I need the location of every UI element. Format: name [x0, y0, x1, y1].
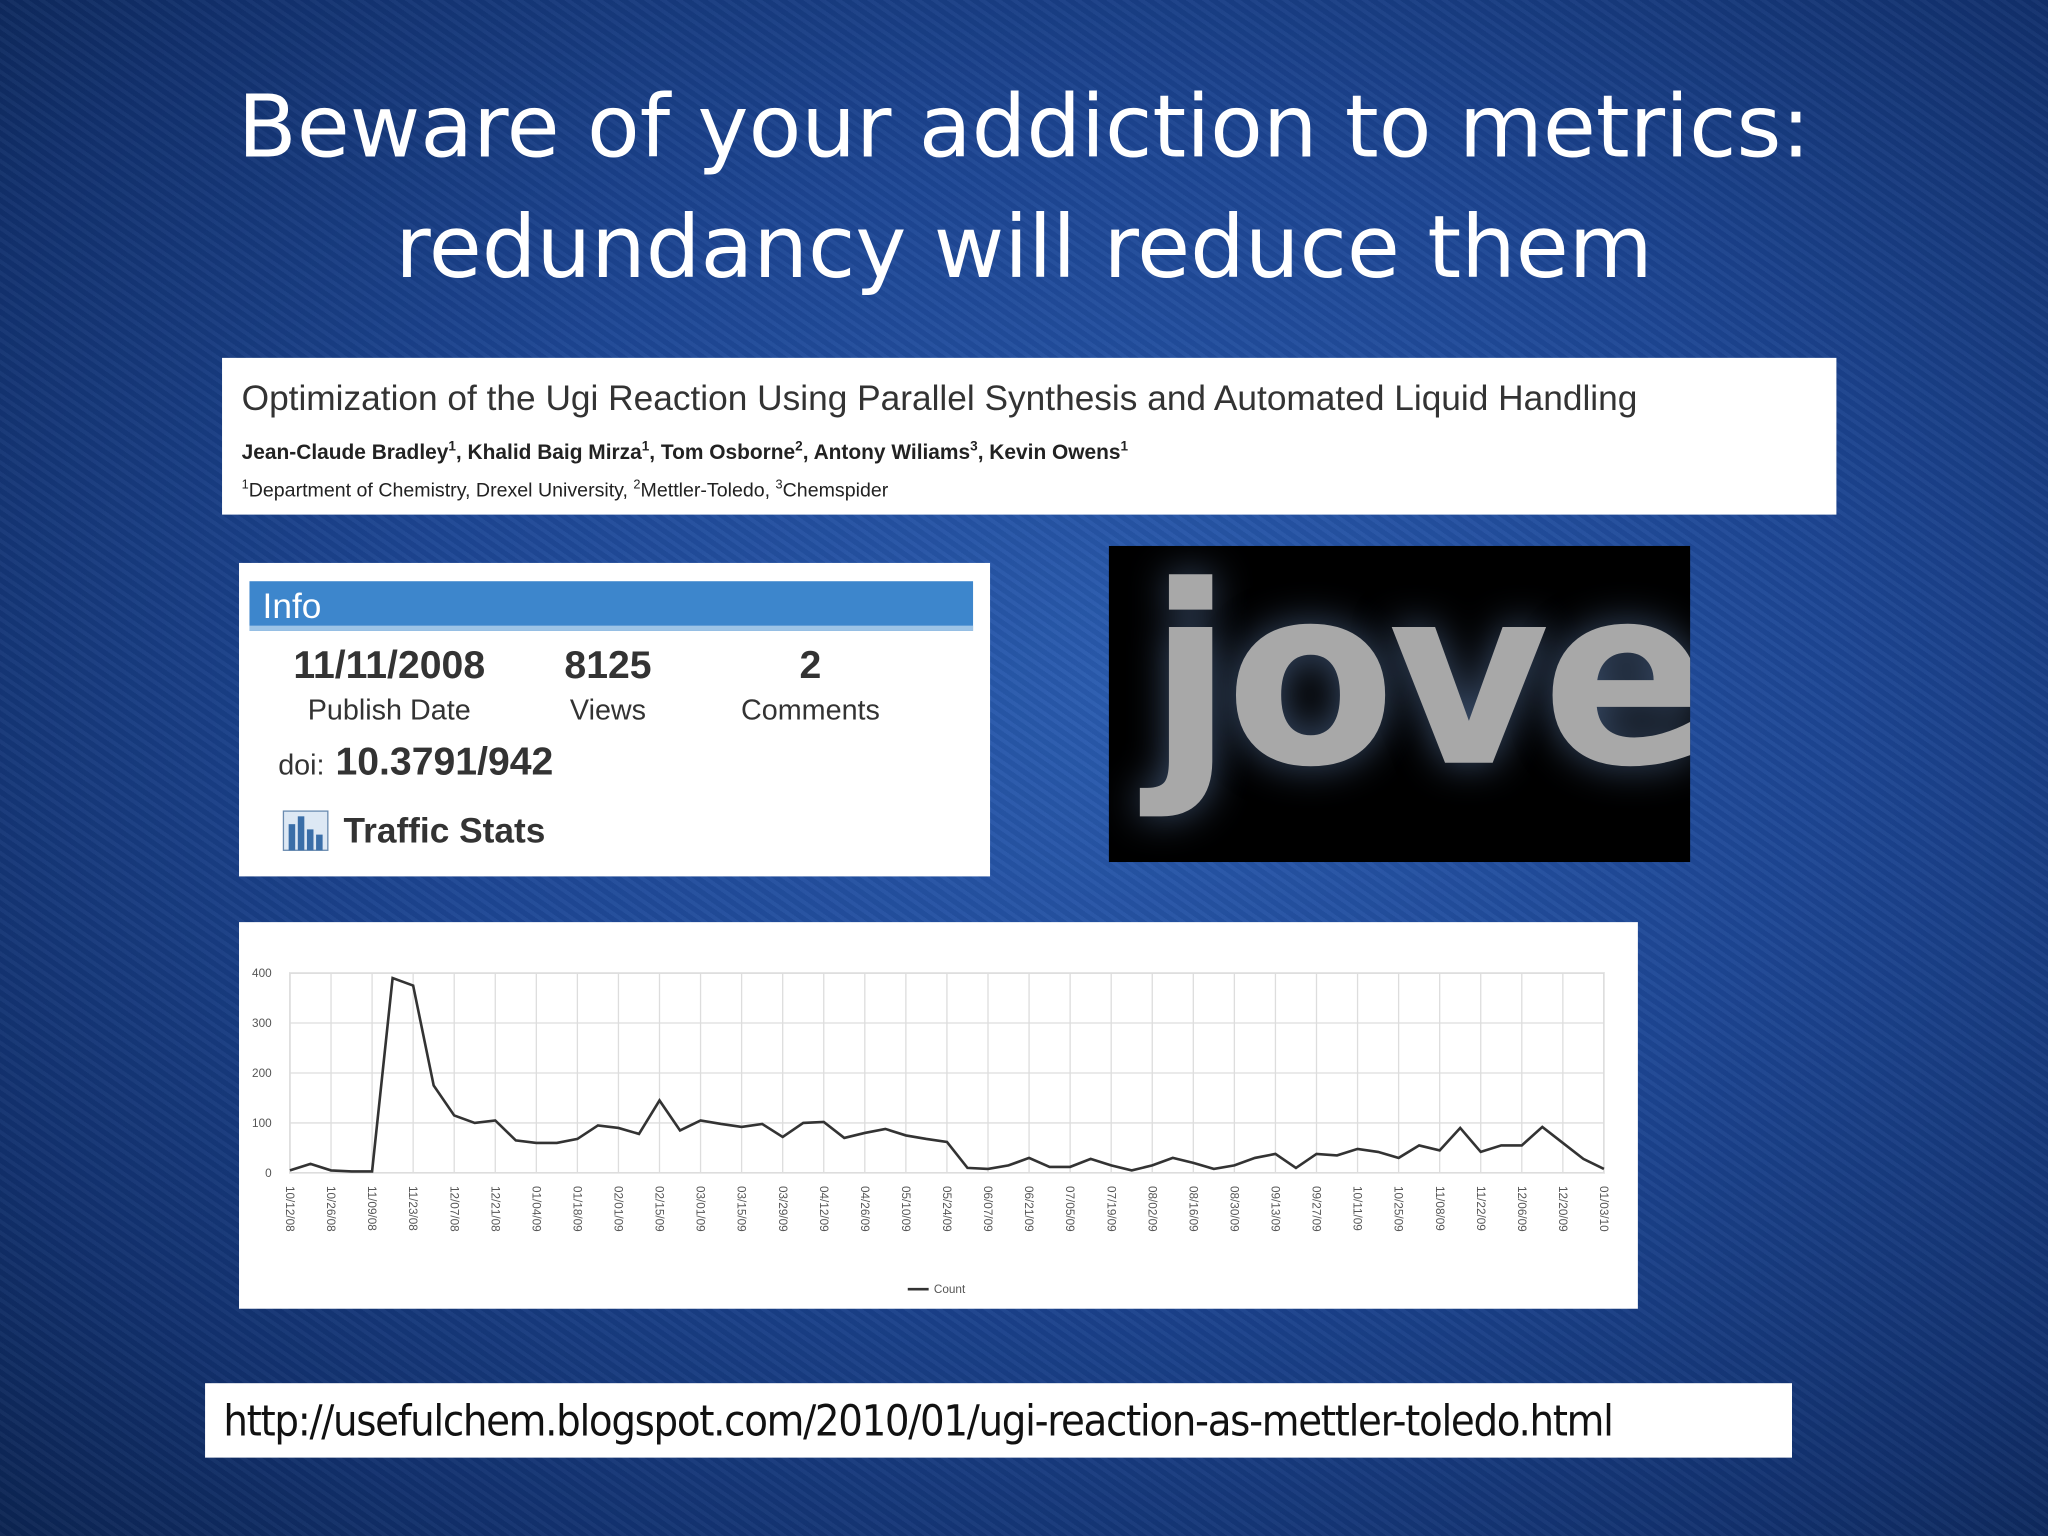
x-tick-label: 07/05/09 [1063, 1186, 1076, 1232]
author-affiliation-mark: 2 [795, 440, 803, 455]
x-tick-label: 12/21/08 [488, 1186, 501, 1232]
url: http://usefulchem.blogspot.com/2010/01/u… [205, 1383, 1792, 1458]
author-affiliation-mark: 3 [970, 440, 978, 455]
x-tick-label: 05/24/09 [940, 1186, 953, 1232]
comments: 2 [799, 643, 822, 688]
y-tick-label: 300 [252, 1017, 272, 1030]
affiliation: Chemspider [782, 479, 889, 502]
logo-text: jove [1148, 545, 1691, 822]
author-name: , Kevin Owens [977, 441, 1121, 465]
y-tick-label: 400 [252, 967, 272, 980]
info-header: Info [249, 581, 974, 631]
x-tick-label: 12/20/09 [1556, 1186, 1569, 1232]
x-tick-label: 03/01/09 [694, 1186, 707, 1232]
views: 8125 [564, 643, 652, 688]
title-line: redundancy will reduce them [395, 197, 1653, 298]
paper-header: Optimization of the Ugi Reaction Using P… [222, 357, 1837, 515]
x-tick-label: 11/22/09 [1474, 1186, 1487, 1231]
author-name: Jean-Claude Bradley [241, 441, 449, 465]
x-tick-label: 10/11/09 [1351, 1186, 1364, 1231]
doi: doi: 10.3791/942 [278, 741, 553, 785]
traffic-icon [282, 810, 329, 851]
x-tick-label: 06/07/09 [981, 1186, 994, 1232]
title-line: Beware of your addiction to metrics: [237, 77, 1811, 178]
slide-title: Beware of your addiction to metrics: red… [0, 68, 2048, 308]
x-tick-label: 03/29/09 [776, 1186, 789, 1232]
x-tick-label: 11/23/08 [406, 1186, 419, 1231]
author-affiliation-mark: 1 [1120, 440, 1129, 455]
affiliation-mark: 2 [633, 478, 641, 493]
x-tick-label: 01/04/09 [529, 1186, 542, 1232]
x-tick-label: 11/09/08 [365, 1186, 378, 1231]
paper-title: Optimization of the Ugi Reaction Using P… [241, 378, 1638, 418]
views-label: Views [569, 693, 647, 727]
logo: jove [1108, 545, 1691, 863]
affiliation: Mettler-Toledo, [640, 479, 776, 502]
x-tick-label: 11/08/09 [1433, 1186, 1446, 1231]
x-tick-label: 08/02/09 [1145, 1186, 1158, 1232]
info-panel: Info 11/11/2008 Publish Date 8125 Views … [239, 562, 991, 877]
x-tick-label: 09/27/09 [1310, 1186, 1323, 1232]
x-tick-label: 08/16/09 [1186, 1186, 1199, 1232]
x-tick-label: 01/18/09 [570, 1186, 583, 1232]
x-tick-label: 02/15/09 [653, 1186, 666, 1232]
legend-label: Count [934, 1283, 966, 1296]
author-affiliation-mark: 1 [641, 440, 650, 455]
authors: Jean-Claude Bradley1, Khalid Baig Mirza1… [242, 440, 1128, 465]
comments-label: Comments [740, 693, 880, 727]
x-tick-label: 10/26/08 [324, 1186, 337, 1232]
publish-date-label: Publish Date [307, 693, 471, 727]
doi-value: 10.3791/942 [335, 740, 554, 784]
affiliations: 1Department of Chemistry, Drexel Univers… [242, 478, 889, 502]
affiliation-mark: 3 [775, 478, 783, 493]
x-tick-label: 06/21/09 [1022, 1186, 1035, 1232]
x-tick-label: 07/19/09 [1104, 1186, 1117, 1232]
x-tick-label: 12/07/08 [447, 1186, 460, 1232]
x-tick-label: 09/13/09 [1269, 1186, 1282, 1232]
x-tick-label: 02/01/09 [612, 1186, 625, 1232]
x-tick-label: 01/03/10 [1597, 1186, 1610, 1232]
x-tick-label: 10/25/09 [1392, 1186, 1405, 1232]
data-line [289, 976, 1605, 1173]
x-tick-label: 03/15/09 [735, 1186, 748, 1232]
chart-panel: 0 100 200 300 400 10/12/08 10/26/08 11/09/08 11/… [239, 922, 1638, 1309]
y-tick-label: 100 [252, 1117, 272, 1130]
x-tick-label: 10/12/08 [283, 1186, 296, 1232]
x-tick-label: 05/10/09 [899, 1186, 912, 1232]
affiliation-mark: 1 [241, 478, 249, 493]
chart: 0 100 200 300 400 10/12/08 10/26/08 11/09/08 11/… [252, 967, 1610, 1296]
doi-label: doi: [278, 748, 325, 782]
author-name: , Tom Osborne [649, 441, 796, 465]
x-tick-label: 08/30/09 [1227, 1186, 1240, 1232]
traffic-stats-link[interactable]: Traffic Stats [343, 811, 546, 851]
x-tick-label: 04/12/09 [817, 1186, 830, 1232]
y-tick-label: 200 [252, 1067, 272, 1080]
affiliation: Department of Chemistry, Drexel Universi… [248, 479, 634, 502]
x-tick-label: 12/06/09 [1515, 1186, 1528, 1232]
x-tick-label: 04/26/09 [858, 1186, 871, 1232]
author-name: , Antony Wiliams [802, 441, 971, 465]
author-affiliation-mark: 1 [448, 440, 456, 455]
y-tick-label: 0 [265, 1167, 272, 1180]
publish-date: 11/11/2008 [293, 643, 486, 688]
author-name: , Khalid Baig Mirza [455, 441, 642, 465]
